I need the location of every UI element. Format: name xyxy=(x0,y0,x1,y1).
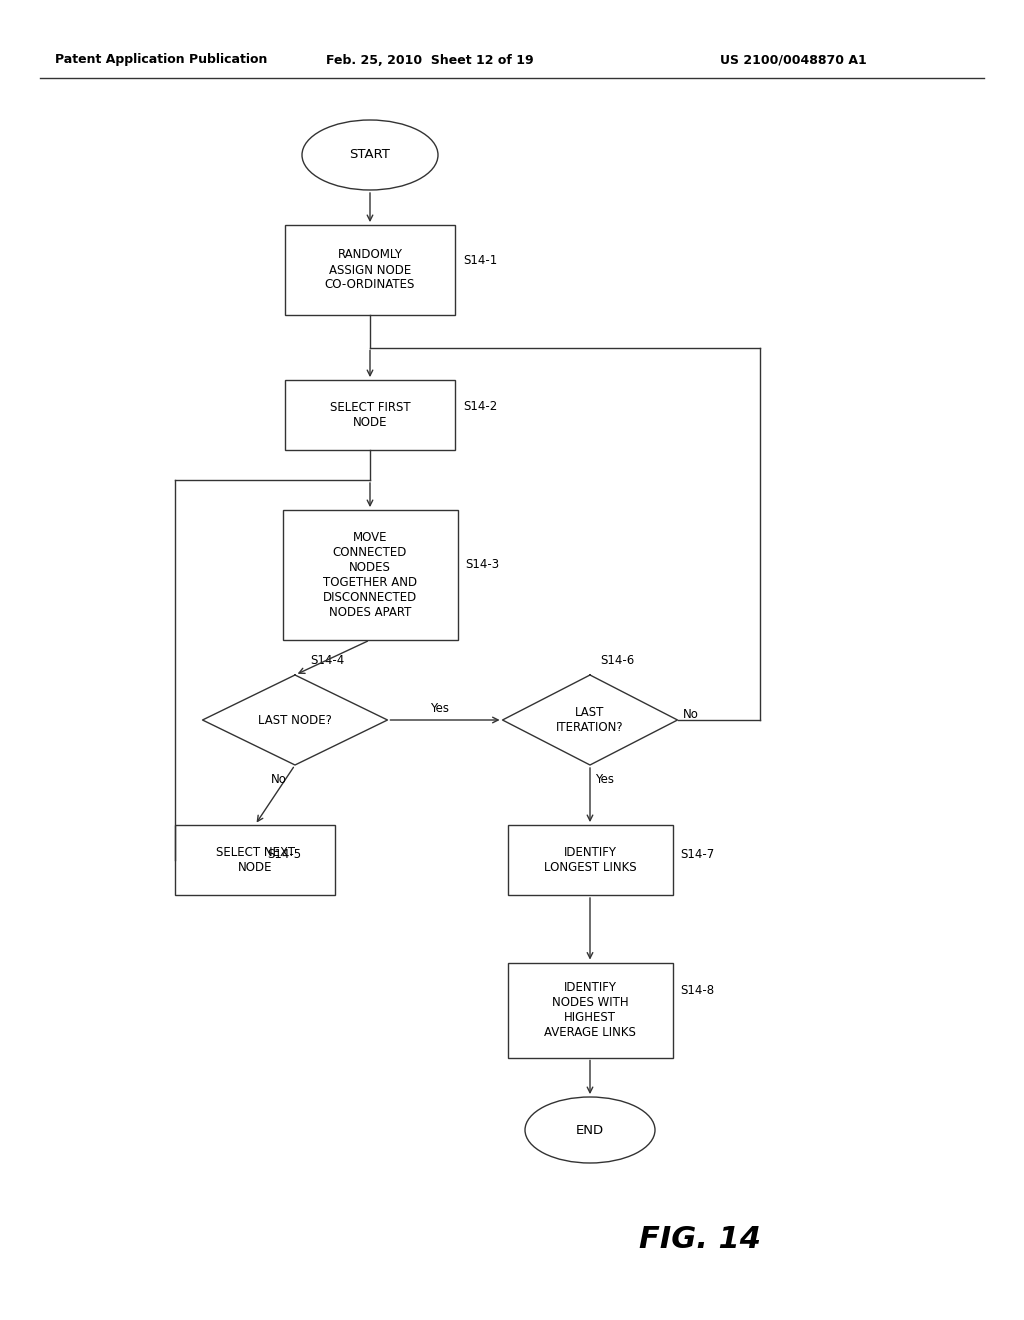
Text: S14-2: S14-2 xyxy=(463,400,498,413)
Text: S14-3: S14-3 xyxy=(466,558,500,572)
Text: SELECT FIRST
NODE: SELECT FIRST NODE xyxy=(330,401,411,429)
Text: Feb. 25, 2010  Sheet 12 of 19: Feb. 25, 2010 Sheet 12 of 19 xyxy=(327,54,534,66)
Bar xyxy=(285,380,455,450)
Text: RANDOMLY
ASSIGN NODE
CO-ORDINATES: RANDOMLY ASSIGN NODE CO-ORDINATES xyxy=(325,248,415,292)
Text: LAST
ITERATION?: LAST ITERATION? xyxy=(556,706,624,734)
Text: LAST NODE?: LAST NODE? xyxy=(258,714,332,726)
Text: END: END xyxy=(575,1123,604,1137)
Bar xyxy=(283,510,458,640)
Text: IDENTIFY
LONGEST LINKS: IDENTIFY LONGEST LINKS xyxy=(544,846,636,874)
Text: SELECT NEXT
NODE: SELECT NEXT NODE xyxy=(215,846,295,874)
Text: S14-6: S14-6 xyxy=(600,653,634,667)
Text: FIG. 14: FIG. 14 xyxy=(639,1225,761,1254)
Text: IDENTIFY
NODES WITH
HIGHEST
AVERAGE LINKS: IDENTIFY NODES WITH HIGHEST AVERAGE LINK… xyxy=(544,981,636,1039)
Bar xyxy=(508,825,673,895)
Text: S14-8: S14-8 xyxy=(681,983,715,997)
Text: US 2100/0048870 A1: US 2100/0048870 A1 xyxy=(720,54,866,66)
Text: Patent Application Publication: Patent Application Publication xyxy=(55,54,267,66)
Ellipse shape xyxy=(302,120,438,190)
Text: S14-4: S14-4 xyxy=(310,653,344,667)
Text: START: START xyxy=(349,149,390,161)
Text: S14-7: S14-7 xyxy=(681,849,715,862)
Text: Yes: Yes xyxy=(595,774,614,785)
Text: No: No xyxy=(271,774,287,785)
Text: S14-1: S14-1 xyxy=(463,253,498,267)
Bar xyxy=(508,962,673,1057)
Text: Yes: Yes xyxy=(430,702,450,715)
Text: No: No xyxy=(683,709,698,722)
Text: MOVE
CONNECTED
NODES
TOGETHER AND
DISCONNECTED
NODES APART: MOVE CONNECTED NODES TOGETHER AND DISCON… xyxy=(323,531,417,619)
Text: S14-5: S14-5 xyxy=(267,849,301,862)
Bar xyxy=(175,825,335,895)
Bar xyxy=(285,224,455,315)
Ellipse shape xyxy=(525,1097,655,1163)
